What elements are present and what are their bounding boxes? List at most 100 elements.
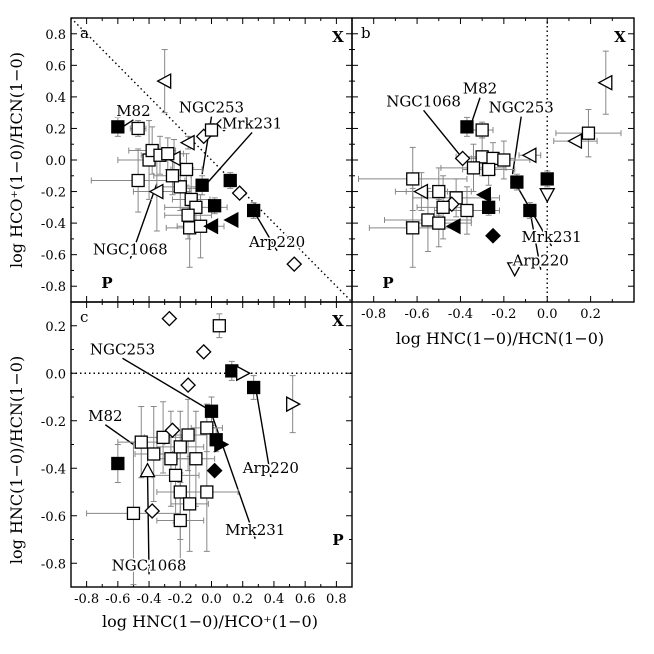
x-tick-label: 0.0 [537,307,558,322]
annotation-m82: M82 [88,407,122,425]
x-tick-label: 0.6 [295,592,316,607]
annotation-ngc253: NGC253 [489,99,554,117]
data-point-square-open [126,506,141,521]
data-point-square-filled [540,172,554,186]
annotation-leader-arp220 [254,385,272,478]
y-tick-label: -0.8 [41,557,66,572]
data-point-tri-left-filled [223,211,239,229]
data-point-square-open [466,161,481,175]
data-point-diamond-open [454,150,471,167]
x-tick-label: 0.0 [201,592,222,607]
data-point-tri-left-filled [445,218,461,235]
y-tick-label: 0.2 [45,320,66,335]
y-tick-label: -0.8 [41,280,66,295]
y-tick-label: 0.8 [45,28,66,43]
data-point-square-open [406,172,420,186]
data-point-diamond-open [164,422,181,439]
panel-letter: c [80,308,88,326]
data-point-square-open [475,123,489,137]
data-point-square-filled [204,404,219,418]
data-point-square-open [189,452,203,466]
data-point-tri-right-open [286,396,302,413]
data-point-square-filled [111,120,125,134]
data-point-square-open [406,221,420,235]
data-point-square-filled [223,173,237,188]
data-point-square-open [204,123,219,137]
x-tick-label: 0.2 [232,592,253,607]
data-point-square-open [182,497,197,511]
y-tick-label: -0.4 [41,462,66,477]
y-tick-label: -0.6 [41,249,66,264]
annotation-arp220: Arp220 [248,233,305,251]
y-tick-label: -0.4 [41,217,66,232]
y-tick-label: 0.0 [45,367,66,382]
data-point-tri-left-open [413,183,429,200]
data-point-diamond-open [195,343,212,360]
annotation-ngc253: NGC253 [179,99,244,117]
y-tick-label: 0.6 [45,59,66,74]
data-point-square-open [497,153,511,167]
data-point-square-filled [207,199,222,213]
data-point-square-open [181,208,195,222]
annotation-leader-arp220 [254,213,278,252]
reference-line-a-0 [70,17,353,303]
panel-a: 0.8 0.6 0.4 0.2 0.0 -0.2 -0.4 -0.6 -0.8 M82 NGC253… [41,17,353,303]
y-tick-label: 0.4 [45,91,66,106]
data-point-square-open [436,200,450,214]
data-point-square-open [432,184,446,199]
data-point-tri-left-open [156,73,172,90]
annotation-leader-ngc1068 [146,470,150,575]
x-tick-label: 0.2 [580,307,601,322]
data-point-tri-left-filled [203,218,219,235]
data-point-tri-left-filled [475,186,491,203]
panel-c: -0.8 -0.6 -0.4 -0.2 0.0 0.2 0.4 0.6 0.8 0.2 0.0 -0.… [41,301,353,607]
data-point-square-open [131,121,145,136]
annotation-ngc1068: NGC1068 [386,92,461,110]
annotation-leader-mrk231 [204,131,253,186]
x-tick-label: -0.8 [361,307,386,322]
annotation-ngc1068: NGC1068 [112,556,187,574]
data-point-square-filled [460,120,474,134]
y-tick-label: -0.2 [41,415,66,430]
y-tick-label: -0.2 [41,186,66,201]
data-point-square-open [165,169,180,183]
data-point-tri-left-open [521,147,537,164]
region-label-x: X [332,28,344,46]
region-label-p: P [382,274,393,292]
data-point-diamond-open [161,310,178,327]
panel-frame-b [351,17,635,303]
data-point-square-open [182,221,197,235]
y-tick-label: -0.6 [41,510,66,525]
annotation-arp220: Arp220 [512,252,569,270]
annotation-ngc1068: NGC1068 [93,241,168,259]
annotation-leader-m82 [104,424,134,446]
annotation-mrk231: Mrk231 [521,228,581,246]
annotation-m82: M82 [116,102,150,120]
data-point-square-open [179,162,194,177]
panel-letter: b [361,24,371,42]
x-tick-label: 0.4 [264,592,285,607]
x-tick-label: 0.8 [326,592,347,607]
data-point-square-filled [111,456,125,471]
data-point-square-filled [246,203,261,218]
data-point-diamond-open [180,377,197,394]
data-point-square-filled [225,364,239,378]
y-tick-label: 0.2 [45,122,66,137]
x-tick-label: -0.4 [137,592,162,607]
data-point-tri-left-open [148,183,164,200]
x-tick-label: -0.6 [105,592,130,607]
data-point-square-open [581,126,596,140]
data-point-square-open [200,421,214,435]
annotation-leader-ngc1068 [423,109,464,159]
panel-c-xlabel: log HNC(1−0)/HCO⁺(1−0) [102,612,318,631]
panel-letter: a [80,24,89,42]
panel-frame-c [70,301,353,588]
annotation-mrk231: Mrk231 [222,114,282,132]
data-point-square-open [181,428,195,442]
data-point-square-open [460,203,474,218]
y-tick-label: 0.0 [45,154,66,169]
data-point-square-open [173,180,187,194]
data-point-square-open [168,468,183,483]
